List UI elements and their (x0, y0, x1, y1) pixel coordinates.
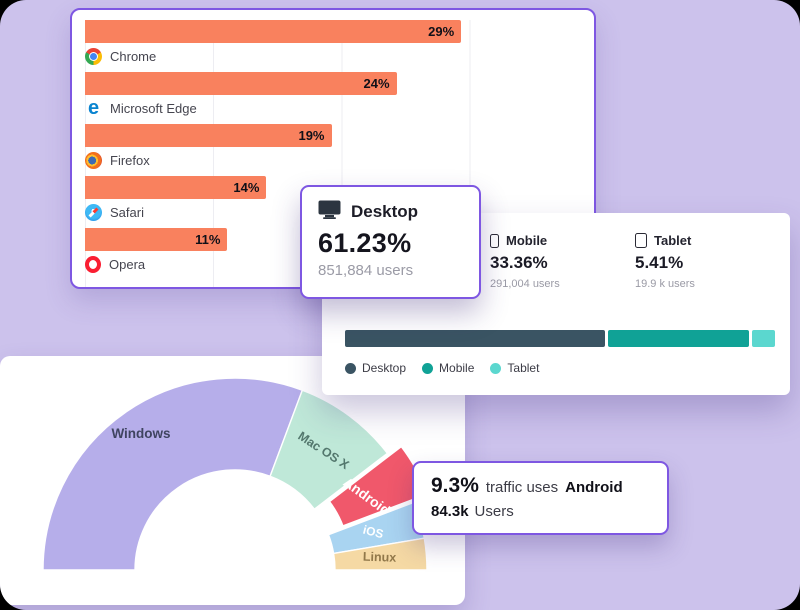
os-slice-windows[interactable] (42, 377, 303, 571)
legend-dot (422, 362, 434, 374)
device-column: Mobile 33.36% 291,004 users (490, 233, 595, 290)
legend-item[interactable]: Desktop (345, 361, 406, 375)
browser-bar-row: 14% Safari (85, 176, 578, 221)
browser-bar-value: 29% (428, 24, 455, 39)
browser-caption: Safari (85, 203, 578, 221)
os-slice-label: Windows (111, 426, 170, 441)
browser-bar[interactable]: 24% (85, 72, 397, 95)
stacked-segment-mobile[interactable] (607, 330, 750, 347)
device-users: 291,004 users (490, 278, 560, 290)
android-callout-card: 9.3% traffic uses Android 84.3k Users (412, 461, 669, 535)
browser-bar-value: 24% (363, 76, 390, 91)
browser-bar-row: 29% Chrome (85, 20, 578, 65)
device-percent: 33.36% (490, 253, 548, 272)
os-slice-linux[interactable] (332, 537, 428, 571)
device-percent: 5.41% (635, 253, 684, 272)
android-os-name: Android (565, 479, 623, 496)
desktop-percent: 61.23% (318, 228, 412, 258)
stacked-segment-tablet[interactable] (752, 330, 775, 347)
legend-label: Tablet (507, 361, 540, 375)
browser-bar[interactable]: 11% (85, 228, 228, 251)
chrome-icon (85, 47, 102, 65)
device-label: Tablet (654, 233, 692, 248)
os-slice-android[interactable] (326, 444, 431, 529)
browser-label: Microsoft Edge (110, 100, 197, 116)
legend-item[interactable]: Tablet (490, 361, 539, 375)
legend-label: Mobile (439, 361, 475, 375)
browser-caption: Firefox (85, 151, 578, 169)
device-column-header: Tablet (635, 233, 740, 248)
browser-caption: Microsoft Edge (85, 99, 578, 117)
tablet-icon (635, 233, 647, 248)
browser-label: Opera (109, 256, 146, 272)
device-columns: Mobile 33.36% 291,004 users Tablet 5.41%… (490, 233, 740, 290)
device-label: Mobile (506, 233, 548, 248)
browser-bar[interactable]: 19% (85, 124, 332, 147)
device-column-header: Mobile (490, 233, 595, 248)
safari-icon (85, 203, 102, 221)
desktop-icon (318, 200, 341, 224)
os-slice-label: Linux (363, 550, 397, 565)
browser-caption: Opera (85, 255, 578, 273)
desktop-users: 851,884 users (318, 262, 414, 279)
firefox-icon (85, 151, 102, 169)
stacked-segment-desktop[interactable] (345, 330, 605, 347)
browser-bar-value: 11% (195, 232, 221, 247)
edge-icon (85, 100, 102, 117)
browser-label: Safari (110, 204, 144, 220)
desktop-highlight-card: Desktop 61.23% 851,884 users (300, 185, 481, 299)
browser-bar[interactable]: 14% (85, 176, 267, 199)
android-callout-line1: 9.3% traffic uses Android (431, 474, 650, 498)
legend-label: Desktop (362, 361, 407, 375)
browser-bar[interactable]: 29% (85, 20, 462, 43)
android-percent: 9.3% (431, 474, 479, 497)
device-users: 19.9 k users (635, 278, 695, 290)
android-callout-line2: 84.3k Users (431, 503, 650, 520)
legend-item[interactable]: Mobile (422, 361, 474, 375)
browser-bar-row: 11% Opera (85, 228, 578, 273)
legend-dot (490, 362, 502, 374)
android-users-label: Users (474, 503, 514, 520)
browser-label: Chrome (110, 48, 157, 64)
browser-bar-row: 24% Microsoft Edge (85, 72, 578, 117)
os-slice-label: iOS (361, 523, 384, 542)
mobile-icon (490, 233, 499, 248)
desktop-highlight-header: Desktop (318, 200, 463, 224)
os-usage-card: Windows Mac OS X Android iOS Linux (0, 356, 465, 605)
legend-dot (345, 362, 356, 374)
browser-caption: Chrome (85, 47, 578, 65)
browser-bar-value: 14% (233, 180, 260, 195)
opera-icon (85, 255, 101, 273)
android-callout-text: traffic uses (485, 479, 559, 496)
desktop-label: Desktop (351, 202, 419, 221)
android-users-value: 84.3k (431, 503, 469, 520)
device-stacked-bar (345, 330, 775, 347)
device-legend: Desktop Mobile Tablet (345, 361, 539, 375)
browser-bar-value: 19% (298, 128, 325, 143)
browser-label: Firefox (110, 152, 150, 168)
browser-bar-row: 19% Firefox (85, 124, 578, 169)
os-slice-mac-os-x[interactable] (269, 389, 389, 510)
device-column: Tablet 5.41% 19.9 k users (635, 233, 740, 290)
